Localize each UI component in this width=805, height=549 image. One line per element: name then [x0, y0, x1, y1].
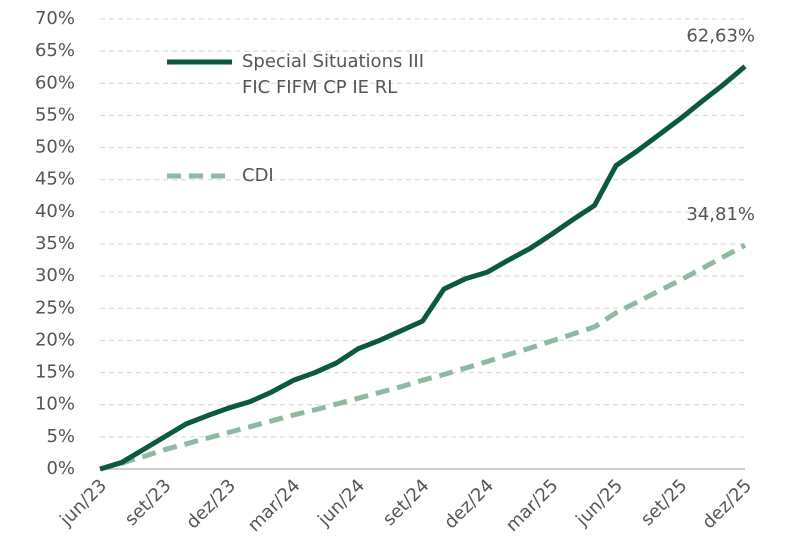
x-tick-label: set/24 [379, 475, 434, 530]
y-tick-label: 30% [35, 265, 75, 286]
x-tick-label: jun/25 [571, 475, 627, 531]
legend-label: Special Situations III FIC FIFM CP IE RL [242, 51, 424, 98]
y-tick-label: 35% [35, 233, 75, 254]
y-tick-label: 10% [35, 394, 75, 415]
y-tick-label: 50% [35, 137, 75, 158]
y-tick-label: 55% [35, 104, 75, 125]
x-tick-label: set/25 [637, 475, 692, 530]
y-tick-label: 20% [35, 329, 75, 350]
y-tick-label: 25% [35, 297, 75, 318]
data-label: 34,81% [686, 204, 755, 225]
legend-line: FIC FIFM CP IE RL [242, 77, 397, 98]
x-tick-label: set/23 [121, 475, 176, 530]
series-line [99, 64, 747, 472]
x-tick-label: dez/23 [182, 475, 240, 533]
y-tick-label: 5% [46, 426, 75, 447]
series-line [99, 243, 747, 472]
x-tick-label: dez/24 [440, 475, 498, 533]
legend-line: Special Situations III [242, 51, 424, 72]
data-label: 62,63% [686, 25, 755, 46]
legend-label: CDI [242, 165, 274, 186]
x-tick-label: jun/24 [313, 475, 369, 531]
y-tick-label: 65% [35, 40, 75, 61]
x-tick-label: dez/25 [698, 475, 756, 533]
x-tick-label: jun/23 [55, 475, 111, 531]
x-tick-label: mar/25 [502, 475, 563, 536]
y-tick-label: 0% [46, 458, 75, 479]
y-tick-label: 60% [35, 72, 75, 93]
y-tick-label: 70% [35, 8, 75, 29]
y-tick-label: 40% [35, 201, 75, 222]
y-tick-label: 45% [35, 169, 75, 190]
y-tick-label: 15% [35, 362, 75, 383]
x-tick-label: mar/24 [244, 475, 305, 536]
